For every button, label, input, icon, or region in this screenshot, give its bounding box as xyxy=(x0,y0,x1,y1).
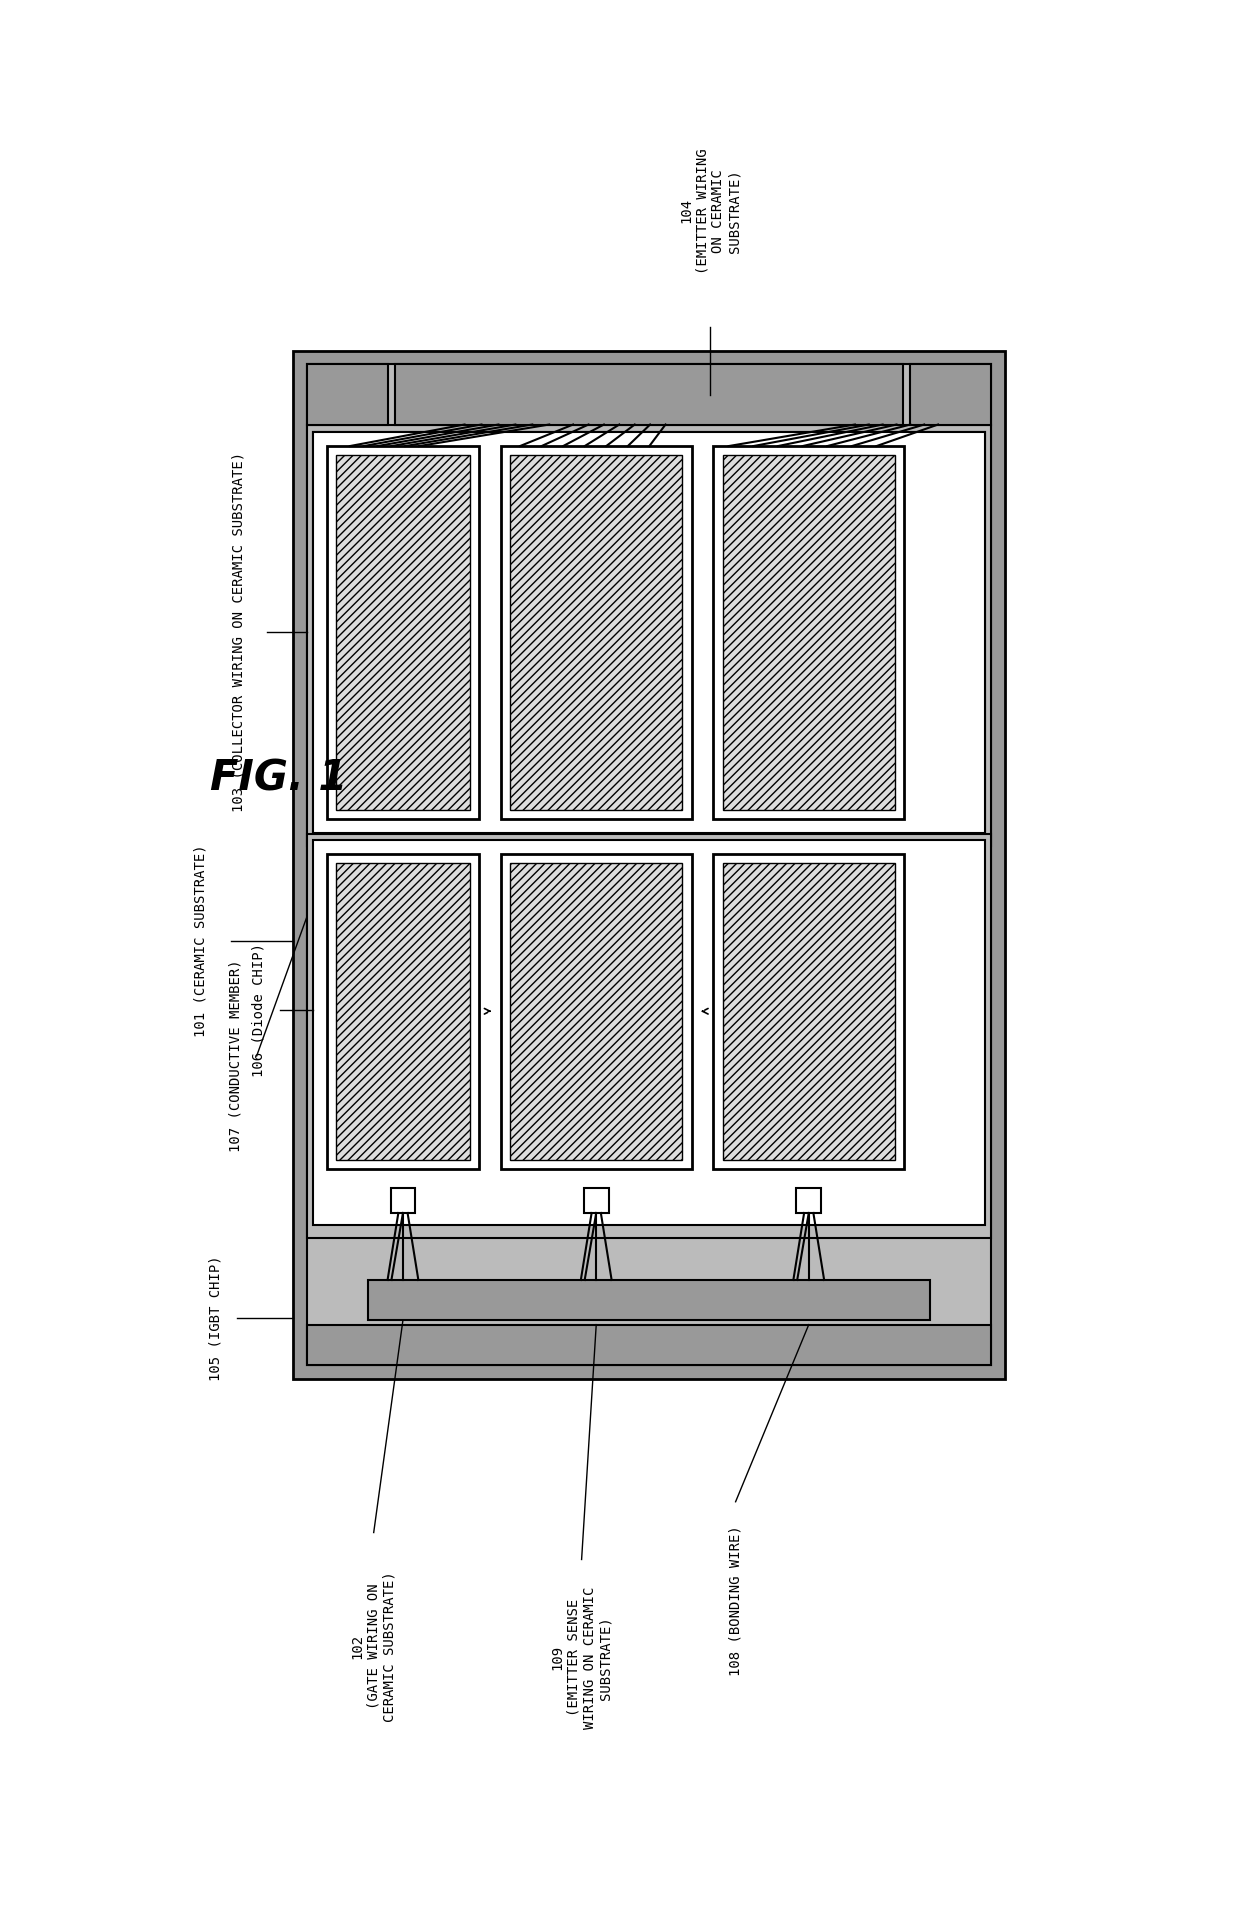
Bar xyxy=(391,1189,415,1212)
Bar xyxy=(723,863,895,1160)
Bar xyxy=(306,1324,991,1364)
Bar xyxy=(312,432,985,832)
Text: 102
(GATE WIRING ON
CERAMIC SUBSTRATE): 102 (GATE WIRING ON CERAMIC SUBSTRATE) xyxy=(351,1571,397,1723)
Bar xyxy=(306,364,991,1364)
Text: 107 (CONDUCTIVE MEMBER): 107 (CONDUCTIVE MEMBER) xyxy=(228,960,242,1152)
Bar xyxy=(336,455,470,809)
Text: FIG. 1: FIG. 1 xyxy=(211,757,348,800)
Text: 104
(EMITTER WIRING
ON CERAMIC
SUBSTRATE): 104 (EMITTER WIRING ON CERAMIC SUBSTRATE… xyxy=(678,148,742,274)
Bar xyxy=(510,863,682,1160)
Bar xyxy=(723,455,895,809)
Bar xyxy=(312,840,985,1226)
Bar xyxy=(501,854,692,1170)
Bar xyxy=(293,351,1006,1378)
Text: 108 (BONDING WIRE): 108 (BONDING WIRE) xyxy=(729,1524,743,1676)
Bar xyxy=(368,1280,930,1320)
Bar xyxy=(713,854,904,1170)
Text: 103 (COLLECTOR WIRING ON CERAMIC SUBSTRATE): 103 (COLLECTOR WIRING ON CERAMIC SUBSTRA… xyxy=(232,453,246,813)
Bar xyxy=(796,1189,821,1212)
Bar xyxy=(910,364,991,424)
Bar xyxy=(306,834,991,1237)
Bar xyxy=(326,854,479,1170)
Text: 105 (IGBT CHIP): 105 (IGBT CHIP) xyxy=(208,1256,223,1382)
Text: 106 (Diode CHIP): 106 (Diode CHIP) xyxy=(252,942,265,1077)
Bar xyxy=(306,364,388,424)
Text: 109
(EMITTER SENSE
WIRING ON CERAMIC
SUBSTRATE): 109 (EMITTER SENSE WIRING ON CERAMIC SUB… xyxy=(551,1586,613,1729)
Bar xyxy=(396,364,903,424)
Bar xyxy=(501,445,692,819)
Bar xyxy=(336,863,470,1160)
Bar xyxy=(713,445,904,819)
Bar xyxy=(326,445,479,819)
Bar xyxy=(306,424,991,846)
Text: 101 (CERAMIC SUBSTRATE): 101 (CERAMIC SUBSTRATE) xyxy=(193,844,207,1037)
Bar xyxy=(312,432,985,832)
Bar xyxy=(510,455,682,809)
Bar xyxy=(584,1189,609,1212)
